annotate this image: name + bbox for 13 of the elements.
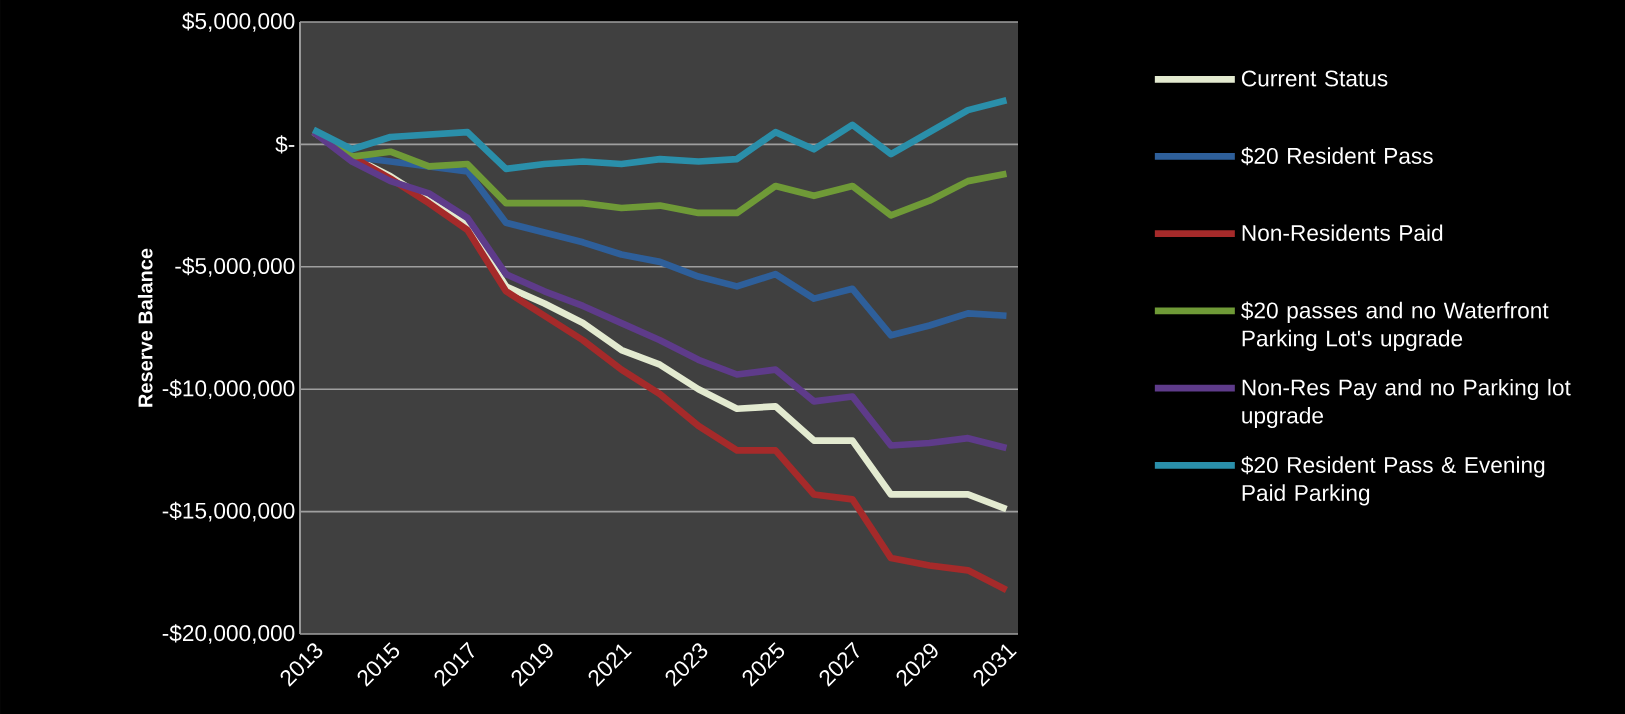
y-tick-label: $- xyxy=(275,135,295,154)
legend-label: Non-Res Pay and no Parking lot upgrade xyxy=(1242,378,1571,429)
legend-label: Non-Residents Paid xyxy=(1242,224,1443,242)
legend-label: $20 Resident Pass xyxy=(1241,146,1433,166)
y-tick-label: -$5,000,000 xyxy=(175,256,295,277)
y-tick-label: -$15,000,000 xyxy=(162,501,295,522)
y-tick-label: -$20,000,000 xyxy=(162,624,295,644)
y-tick-label: -$10,000,000 xyxy=(162,379,295,400)
y-tick-label: $5,000,000 xyxy=(182,12,295,32)
y-axis-title: Reserve Balance xyxy=(137,248,153,407)
legend-label: Current Status xyxy=(1241,70,1388,87)
legend-label: $20 passes and no Waterfront Parking Lot's upgrade xyxy=(1241,301,1549,351)
legend-label: $20 Resident Pass & Evening Paid Parking xyxy=(1241,456,1545,506)
